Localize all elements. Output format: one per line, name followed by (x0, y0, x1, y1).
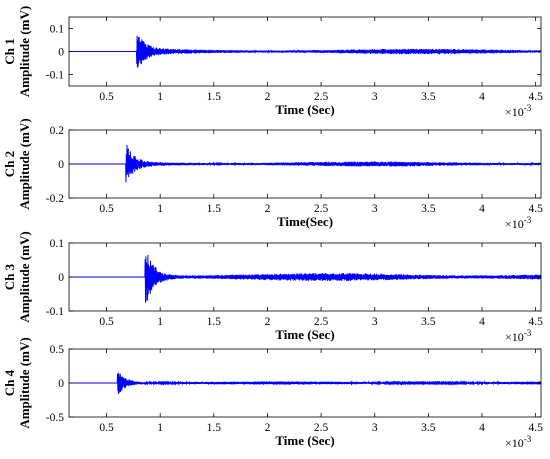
x-tick-label: 0.5 (99, 422, 114, 434)
y-tick-label: -0.1 (46, 306, 64, 318)
x-tick-label: 1.5 (207, 316, 222, 328)
x-tick-label: 4.5 (528, 316, 543, 328)
x-tick-label: 3 (372, 316, 378, 328)
x-tick-label: 3.5 (421, 422, 436, 434)
channel-label: Ch 3 (2, 263, 17, 290)
channel-label: Ch 2 (2, 151, 17, 177)
x-axis-label: Time(Sec) (277, 214, 333, 229)
y-tick-label: 0 (58, 159, 64, 171)
x-tick-label: 4.5 (528, 91, 543, 103)
x-tick-label: 4.5 (528, 422, 543, 434)
y-axis-label: Amplitude (mV) (17, 231, 32, 322)
y-tick-label: -0.2 (46, 193, 64, 205)
signal-line-ch1 (69, 35, 542, 68)
y-axis-label: Amplitude (mV) (17, 337, 32, 428)
x-axis-label: Time (Sec) (275, 327, 334, 342)
x-exponent-label: ×10-3 (505, 215, 532, 231)
x-exponent-label: ×10-3 (505, 103, 532, 119)
signal-line-ch4 (69, 372, 542, 395)
y-axis-label: Amplitude (mV) (17, 6, 32, 97)
x-tick-label: 1 (157, 91, 163, 103)
panel-ch3: 0.5 1 1.5 2 2.5 3 3.5 4 4.5 -0.1 0 0.1 Time (Sec) ×10… (2, 231, 543, 344)
x-tick-label: 2 (265, 316, 271, 328)
x-tick-label: 1.5 (207, 91, 222, 103)
x-tick-label: 1 (157, 316, 163, 328)
x-tick-label: 0.5 (99, 316, 114, 328)
signal-line-ch3 (69, 254, 542, 303)
x-axis-label: Time (Sec) (275, 433, 334, 448)
y-tick-label: 0.2 (50, 125, 65, 137)
channel-label: Ch 4 (2, 369, 17, 396)
y-tick-label: 0 (58, 272, 64, 284)
x-tick-label: 4 (479, 316, 485, 328)
x-tick-label: 4 (479, 422, 485, 434)
x-tick-label: 4.5 (528, 203, 543, 215)
x-tick-label: 4 (479, 203, 485, 215)
x-tick-label: 1 (157, 422, 163, 434)
y-tick-label: 0 (58, 47, 64, 59)
x-tick-label: 2.5 (314, 91, 329, 103)
x-tick-label: 1 (157, 203, 163, 215)
y-tick-label: -0.1 (46, 70, 64, 82)
x-tick-label: 0.5 (99, 91, 114, 103)
x-tick-label: 2.5 (314, 422, 329, 434)
x-tick-label: 1.5 (207, 203, 222, 215)
x-tick-label: 2 (265, 203, 271, 215)
x-tick-label: 3 (372, 422, 378, 434)
y-tick-label: 0.1 (50, 238, 65, 250)
x-tick-label: 2.5 (314, 316, 329, 328)
x-tick-label: 3.5 (421, 91, 436, 103)
x-tick-label: 3.5 (421, 316, 436, 328)
x-exponent-label: ×10-3 (505, 328, 532, 344)
x-tick-label: 1.5 (207, 422, 222, 434)
panel-ch1: 0.5 1 1.5 2 2.5 3 3.5 4 4.5 -0.1 0 0.1 Time (Sec) ×10… (2, 6, 543, 119)
y-tick-label: 0.5 (50, 344, 65, 356)
y-tick-label: -0.5 (46, 412, 64, 424)
x-tick-label: 3 (372, 203, 378, 215)
y-tick-label: 0.1 (50, 24, 65, 36)
y-axis-label: Amplitude (mV) (17, 118, 32, 209)
signal-line-ch2 (69, 145, 542, 183)
panel-ch2: 0.5 1 1.5 2 2.5 3 3.5 4 4.5 -0.2 0 0.2 Time(Sec) ×10-… (2, 118, 543, 231)
y-tick-label: 0 (58, 378, 64, 390)
x-tick-label: 2.5 (314, 203, 329, 215)
x-axis-label: Time (Sec) (275, 102, 334, 117)
panel-ch4: 0.5 1 1.5 2 2.5 3 3.5 4 4.5 -0.5 0 0.5 Time (Sec) ×10… (2, 337, 543, 450)
x-tick-label: 2 (265, 91, 271, 103)
x-tick-label: 0.5 (99, 203, 114, 215)
x-tick-label: 4 (479, 91, 485, 103)
x-tick-label: 3.5 (421, 203, 436, 215)
x-tick-label: 3 (372, 91, 378, 103)
channel-label: Ch 1 (2, 38, 17, 64)
x-exponent-label: ×10-3 (505, 434, 532, 450)
x-tick-label: 2 (265, 422, 271, 434)
